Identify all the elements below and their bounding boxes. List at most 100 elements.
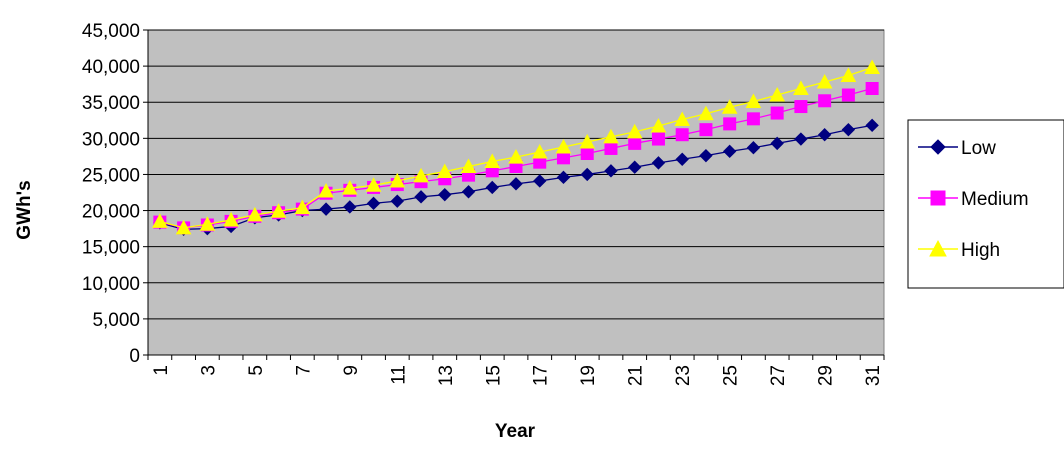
data-point-low <box>509 177 523 191</box>
legend-label-low: Low <box>961 138 996 159</box>
legend-marker-low <box>930 139 946 155</box>
data-point-low <box>390 194 404 208</box>
data-point-high <box>579 133 596 149</box>
data-point-low <box>485 180 499 195</box>
x-tick-label: 17 <box>531 365 552 386</box>
data-point-high <box>721 99 738 114</box>
data-point-low <box>794 132 808 146</box>
data-point-medium <box>818 94 832 108</box>
data-point-low <box>533 174 547 188</box>
data-point-low <box>438 187 452 202</box>
y-tick-label: 15,000 <box>82 238 140 259</box>
data-point-high <box>175 219 192 235</box>
legend-marker-medium <box>930 190 946 206</box>
data-point-low <box>651 156 666 170</box>
data-point-high <box>365 177 382 192</box>
plot-area <box>147 29 885 356</box>
data-point-low <box>699 148 713 163</box>
data-point-low <box>675 152 689 166</box>
y-tick-label: 35,000 <box>82 93 140 114</box>
y-tick-label: 30,000 <box>82 129 140 150</box>
x-tick-label: 19 <box>578 365 599 386</box>
data-point-low <box>770 136 784 151</box>
data-point-low <box>319 202 333 216</box>
x-tick-label: 9 <box>341 365 362 376</box>
data-point-high <box>626 123 643 139</box>
data-point-high <box>650 118 667 133</box>
data-point-low <box>722 144 737 159</box>
data-point-medium <box>604 141 618 155</box>
y-tick-label: 25,000 <box>82 165 140 186</box>
data-point-high <box>674 111 691 127</box>
data-point-medium <box>675 128 689 142</box>
y-axis-title: GWh's <box>14 180 35 239</box>
data-point-high <box>484 153 501 168</box>
data-point-high <box>769 86 785 102</box>
data-point-high <box>318 183 334 198</box>
legend-label-medium: Medium <box>961 189 1029 210</box>
x-tick-label: 27 <box>768 365 789 386</box>
data-point-low <box>343 200 357 214</box>
x-axis-title: Year <box>495 421 536 442</box>
data-point-medium <box>746 112 760 126</box>
data-point-medium <box>556 151 570 165</box>
data-point-medium <box>865 82 879 95</box>
data-point-high <box>270 203 287 218</box>
y-tick-label: 40,000 <box>82 57 140 78</box>
data-point-low <box>841 122 856 137</box>
data-point-medium <box>794 100 808 114</box>
data-point-high <box>745 93 762 108</box>
legend-label-high: High <box>961 240 1000 261</box>
y-tick-label: 0 <box>129 346 140 367</box>
data-point-low <box>366 196 381 211</box>
data-point-high <box>603 128 619 144</box>
data-point-high <box>698 105 714 121</box>
data-point-high <box>152 213 168 228</box>
x-tick-label: 21 <box>626 365 647 386</box>
x-tick-label: 29 <box>816 365 837 386</box>
data-point-low <box>817 128 832 142</box>
x-tick-label: 13 <box>436 365 457 386</box>
data-point-high <box>294 199 311 215</box>
data-point-high <box>460 158 477 173</box>
data-point-high <box>864 59 880 75</box>
data-point-medium <box>580 147 594 160</box>
data-point-medium <box>770 106 784 120</box>
data-point-high <box>389 172 406 188</box>
x-tick-label: 1 <box>151 365 172 376</box>
data-point-high <box>555 138 572 154</box>
y-tick-label: 20,000 <box>82 202 140 223</box>
data-point-high <box>436 163 453 179</box>
data-point-low <box>556 170 571 185</box>
data-point-medium <box>841 88 855 102</box>
data-point-medium <box>651 132 665 146</box>
data-point-high <box>508 149 524 164</box>
data-point-low <box>414 190 428 204</box>
x-tick-label: 25 <box>721 365 742 386</box>
data-point-medium <box>628 136 642 150</box>
data-point-medium <box>699 123 713 137</box>
data-point-low <box>604 164 618 178</box>
data-point-high <box>840 67 857 82</box>
data-point-high <box>341 180 358 195</box>
data-point-high <box>531 144 548 159</box>
legend-marker-high <box>929 239 947 257</box>
y-tick-label: 10,000 <box>82 274 140 295</box>
data-point-high <box>199 216 216 231</box>
data-point-high <box>223 211 239 227</box>
data-point-low <box>746 141 761 155</box>
data-point-low <box>865 118 879 133</box>
data-point-high <box>247 206 263 222</box>
data-point-medium <box>723 117 737 131</box>
data-point-high <box>793 80 809 95</box>
x-tick-label: 11 <box>388 365 409 385</box>
data-point-low <box>580 167 594 182</box>
data-point-low <box>628 160 642 174</box>
x-tick-label: 31 <box>863 365 884 386</box>
x-tick-label: 3 <box>198 365 219 376</box>
y-tick-label: 5,000 <box>92 310 140 331</box>
x-tick-label: 5 <box>246 365 267 376</box>
data-point-high <box>816 73 833 89</box>
